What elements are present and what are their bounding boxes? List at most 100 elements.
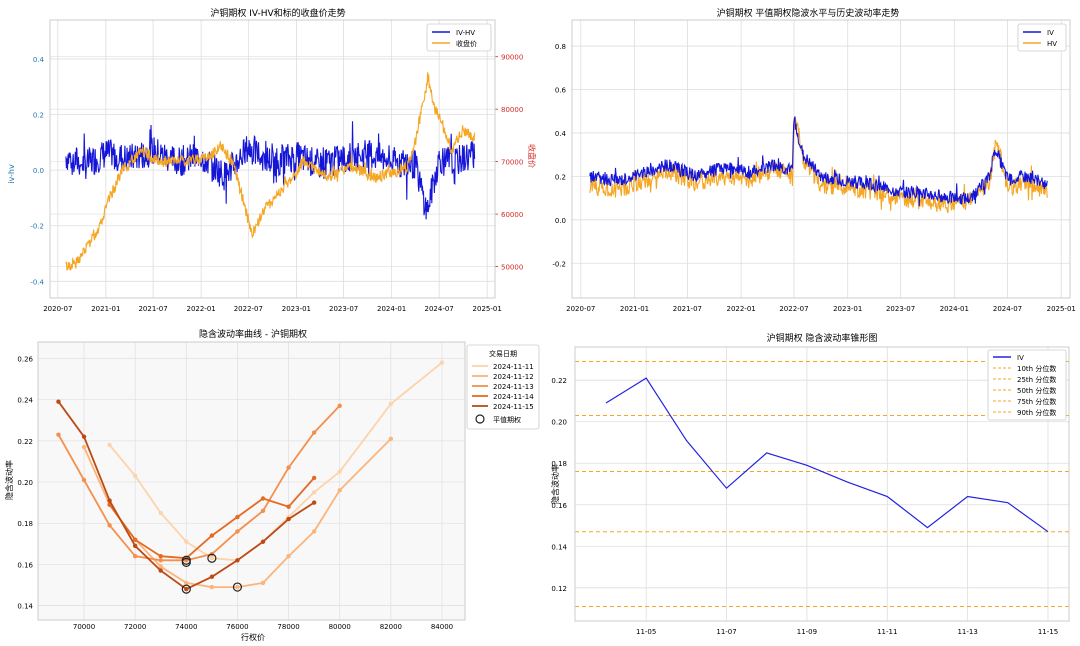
p2-ytick-label: 0.6: [555, 87, 567, 95]
p3-series-point: [311, 430, 317, 435]
p3-atm-marker: [181, 557, 191, 567]
p3-series-point: [158, 568, 163, 573]
p4-legend-label: 50th 分位数: [1017, 386, 1056, 395]
p2-xtick-label: 2022-07: [779, 305, 808, 313]
p3-series-point: [260, 580, 266, 586]
p2-xtick-label: 2023-01: [833, 305, 862, 313]
p3-series-point: [235, 529, 240, 534]
p2-series-iv: [589, 116, 1048, 207]
p1-xtick-label: 2024-07: [425, 305, 454, 313]
p3-atm-marker: [232, 582, 243, 592]
p3-series-point: [56, 432, 61, 437]
p4-ytick-label: 0.12: [551, 585, 567, 593]
p2-xtick-label: 2024-07: [993, 305, 1022, 313]
p3-series-point: [209, 574, 215, 579]
panel3-ylabel: 隐含波动率: [4, 460, 14, 500]
p3-xtick-label: 78000: [277, 623, 299, 631]
p3-atm-marker: [181, 584, 191, 594]
p3-series-point: [235, 558, 240, 563]
p3-xtick-label: 70000: [73, 623, 95, 631]
p1-y2tick-label: 70000: [501, 159, 523, 167]
panel3-legend: 交易日期 2024-11-11 2024-11-12 2024-11-13 2024-1…: [466, 344, 540, 430]
p2-ytick-label: 0.2: [555, 173, 566, 181]
p3-series-point: [337, 469, 342, 474]
p3-legend-label: 2024-11-13: [493, 383, 534, 391]
p3-series-point: [337, 488, 342, 493]
p4-ytick-label: 0.20: [551, 419, 567, 427]
p3-series-point: [439, 360, 445, 365]
p1-y2tick-label: 50000: [501, 264, 523, 272]
p1-series-close: [65, 72, 476, 271]
p3-plot-bg: [38, 342, 465, 620]
p1-y2tick-label: 80000: [501, 106, 523, 114]
p1-xtick-label: 2021-01: [91, 305, 120, 313]
p4-xtick-label: 11-07: [716, 628, 736, 636]
panel4-title: 沪铜期权 隐含波动率锥形图: [767, 332, 878, 344]
p2-xtick-label: 2024-01: [940, 305, 969, 313]
p3-series-point: [184, 539, 189, 544]
p4-legend-label: 10th 分位数: [1017, 364, 1056, 373]
p3-xtick-label: 80000: [329, 623, 351, 631]
p1-ytick-label: 0.4: [33, 56, 45, 64]
p3-ytick-label: 0.24: [17, 397, 33, 405]
p3-series-point: [311, 529, 317, 534]
p1-ytick-label: -0.2: [30, 223, 44, 231]
p3-series-point: [337, 403, 342, 409]
p1-series-iv-hv: [65, 121, 476, 220]
p3-series-line: [57, 405, 341, 562]
p1-xtick-label: 2020-07: [43, 305, 72, 313]
p3-series-point: [260, 496, 266, 501]
p3-series-point: [286, 465, 291, 470]
p3-ytick-label: 0.22: [17, 438, 33, 446]
p3-atm-marker: [207, 553, 217, 563]
p3-series-point: [286, 553, 291, 559]
p2-ytick-label: -0.2: [552, 260, 566, 268]
p1-xtick-label: 2023-01: [282, 305, 311, 313]
p3-series-point: [107, 498, 112, 503]
panel3-xlabel: 行权价: [241, 632, 265, 642]
p1-xtick-label: 2024-01: [377, 305, 406, 313]
p3-xtick-label: 84000: [431, 623, 453, 631]
p3-series-point: [286, 504, 291, 509]
p3-series-point: [388, 436, 394, 441]
panel4-ylabel: 隐含波动率: [550, 464, 560, 504]
panel-iv-hv-levels: 沪铜期权 平值期权隐波水平与历史波动率走势 2020-07 2021-01 2021…: [552, 7, 1076, 313]
panel1-frame: [49, 19, 496, 299]
p3-ytick-label: 0.14: [17, 603, 33, 611]
p3-series-point: [286, 516, 291, 522]
panel4-frame: [574, 346, 1070, 622]
p3-series-point: [56, 399, 61, 404]
p3-legend-label: 2024-11-12: [493, 373, 534, 381]
panel2-legend: IV HV: [1017, 23, 1067, 52]
panel4-legend: IV 10th 分位数 25th 分位数 50th 分位数 75th 分位数 90th 分…: [987, 349, 1067, 421]
p3-series-point: [132, 473, 138, 479]
p3-ytick-label: 0.26: [17, 355, 33, 363]
panel1-y2label: 收盘价: [527, 144, 537, 168]
p1-y2tick-label: 90000: [501, 54, 523, 62]
p3-ytick-label: 0.18: [17, 520, 33, 528]
p3-series-point: [158, 564, 163, 569]
p2-xtick-label: 2023-07: [886, 305, 915, 313]
p3-series-point: [209, 584, 215, 590]
p2-ytick-label: 0.4: [555, 130, 567, 138]
p3-series-point: [132, 543, 138, 549]
p1-legend-box: [426, 23, 492, 52]
p3-series-point: [209, 556, 215, 561]
p4-legend-label: 90th 分位数: [1017, 408, 1056, 417]
p3-xtick-label: 82000: [380, 623, 402, 631]
panel3-frame: [37, 341, 466, 621]
p3-series-point: [158, 553, 163, 559]
p4-ytick-label: 0.22: [551, 377, 567, 385]
p3-series-point: [311, 475, 317, 481]
panel-vol-cone: 沪铜期权 隐含波动率锥形图 隐含波动率 11-05 11-07 11-09 11-11…: [550, 332, 1070, 636]
p2-ytick-label: 0.8: [555, 43, 566, 51]
p2-ytick-label: 0.0: [555, 217, 566, 225]
p4-legend-label: IV: [1017, 354, 1024, 362]
p3-legend-atm-marker: [475, 414, 485, 424]
p4-xtick-label: 11-13: [957, 628, 977, 636]
p3-series-point: [132, 553, 138, 559]
panel1-legend: IV-HV 收盘价: [426, 23, 492, 52]
p2-series-hv: [589, 117, 1048, 214]
p1-legend-label: IV-HV: [456, 29, 475, 37]
p3-series-point: [158, 558, 163, 563]
